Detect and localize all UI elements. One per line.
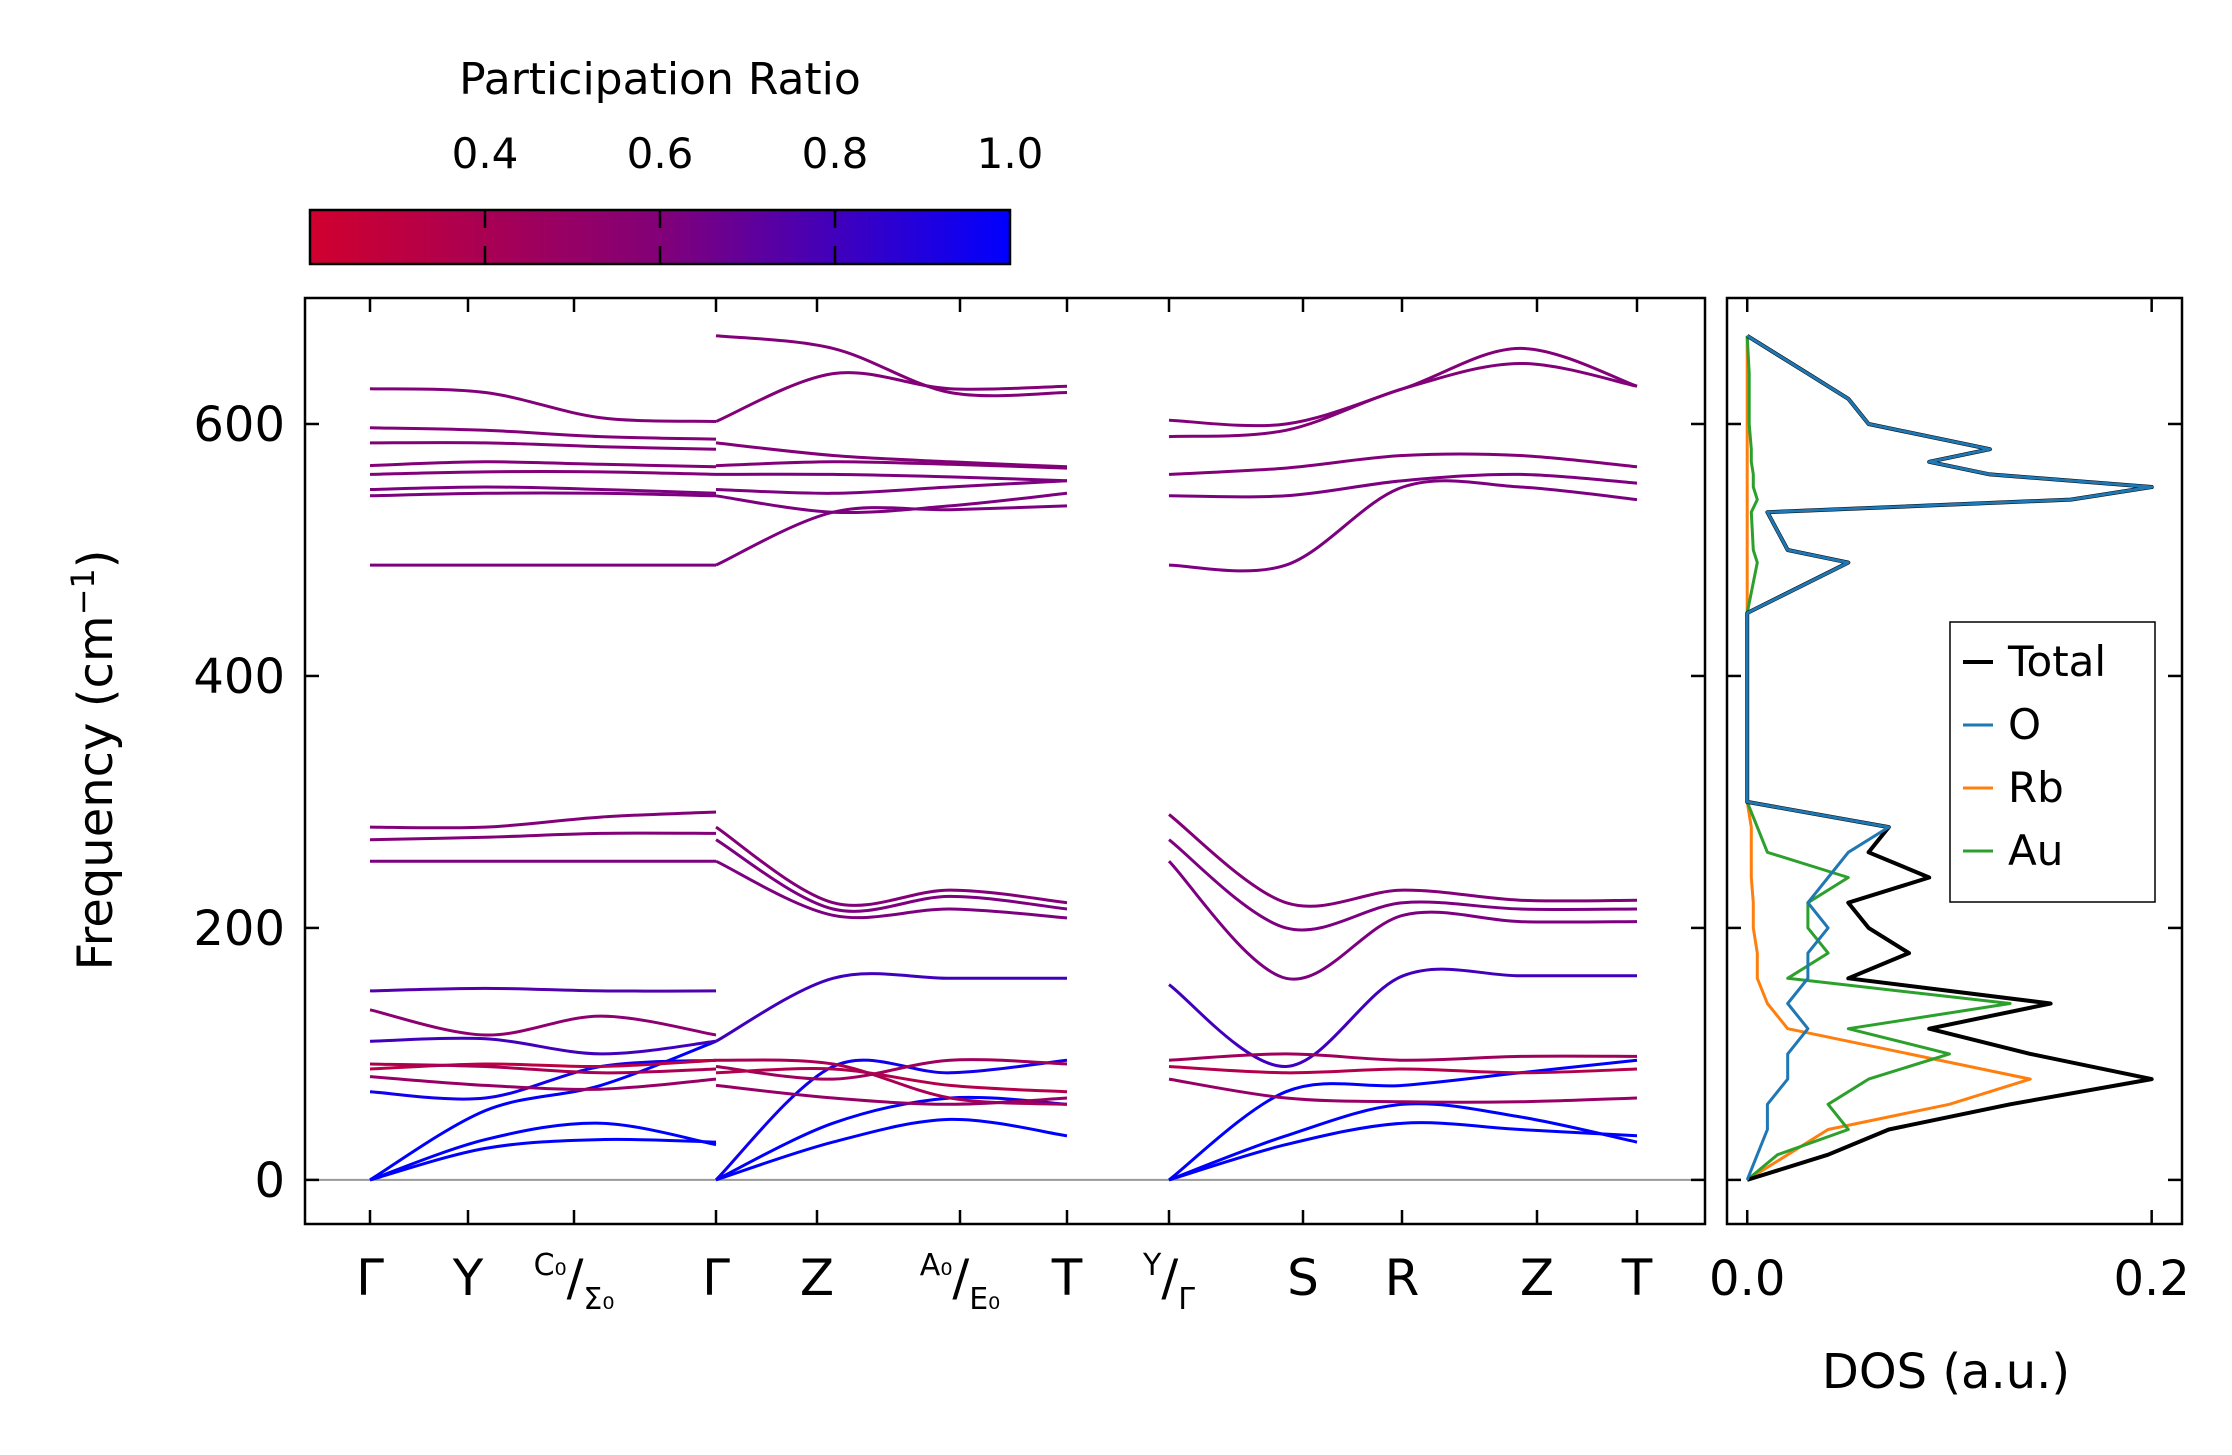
- phonon-band: [1168, 479, 1638, 573]
- phonon-band: [715, 859, 1068, 920]
- phonon-band: [369, 1036, 717, 1056]
- k-point-label: Γ: [356, 1249, 384, 1307]
- phonon-band: [715, 472, 1068, 483]
- phonon-bands: [369, 334, 1638, 1182]
- phonon-band: [369, 441, 717, 451]
- phonon-band: [715, 460, 1068, 470]
- band-structure-panel: 0 200 400 600 Γ Y C₀/Σ₀ Γ Z A₀/E₀ T Y/Γ S R Z T Freque…: [64, 296, 1707, 1317]
- band-plot-frame: [303, 296, 1707, 1226]
- phonon-band: [715, 1058, 1068, 1081]
- phonon-band: [1168, 472, 1638, 499]
- phonon-band: [1167, 860, 1638, 981]
- phonon-band: [369, 1137, 717, 1182]
- k-point-label: Y/Γ: [1142, 1248, 1195, 1317]
- phonon-band: [369, 1058, 717, 1101]
- phonon-band: [715, 371, 1068, 423]
- band-x-axis: Γ Y C₀/Σ₀ Γ Z A₀/E₀ T Y/Γ S R Z T: [356, 298, 1653, 1317]
- phonon-band: [1168, 1077, 1638, 1104]
- y-tick-label: 200: [193, 901, 285, 957]
- y-tick-label: 0: [254, 1153, 285, 1209]
- phonon-band: [369, 810, 717, 830]
- phonon-band: [715, 334, 1068, 398]
- phonon-band: [1168, 1065, 1638, 1075]
- phonon-band: [369, 491, 717, 498]
- phonon-band: [369, 986, 717, 993]
- legend-frame: [1949, 621, 2156, 903]
- band-y-axis-label: Frequency (cm−1): [64, 549, 124, 970]
- phonon-band: [715, 491, 1068, 515]
- dos-curve-o: [1745, 334, 2154, 1181]
- k-point-label: S: [1287, 1249, 1319, 1307]
- phonon-band: [369, 460, 717, 469]
- phonon-band: [715, 1095, 1068, 1182]
- colorbar-tick-label: 0.6: [627, 129, 694, 178]
- phonon-band: [715, 504, 1068, 567]
- k-point-label: Γ: [702, 1249, 730, 1307]
- colorbar-ticks: 0.4 0.6 0.8 1.0: [452, 129, 1044, 264]
- colorbar-tick-label: 0.8: [802, 129, 869, 178]
- colorbar-title: Participation Ratio: [459, 54, 861, 105]
- phonon-band: [715, 838, 1068, 913]
- phonon-band: [1168, 346, 1638, 428]
- phonon-band: [1168, 1052, 1638, 1062]
- ylabel-superscript: −1: [64, 568, 102, 615]
- phonon-band: [369, 1008, 717, 1037]
- k-point-label: Y: [452, 1249, 484, 1307]
- k-point-label: C₀/Σ₀: [534, 1248, 615, 1317]
- legend-label: Au: [2008, 826, 2063, 875]
- phonon-band: [1168, 452, 1638, 476]
- dos-x-tick-label: 0.2: [2113, 1251, 2189, 1307]
- phonon-band: [369, 1075, 717, 1091]
- phonon-band: [1168, 967, 1637, 1069]
- phonon-band: [1168, 1102, 1638, 1182]
- legend-label: Total: [2007, 637, 2106, 686]
- phonon-band: [369, 831, 717, 842]
- band-y-axis: 0 200 400 600: [193, 397, 1705, 1209]
- phonon-band: [369, 1121, 717, 1182]
- k-point-label: Z: [1520, 1249, 1554, 1307]
- colorbar-tick-label: 0.4: [452, 129, 519, 178]
- phonon-band: [715, 1083, 1068, 1106]
- phonon-band: [1168, 813, 1638, 908]
- phonon-band: [715, 1117, 1068, 1182]
- phonon-band: [715, 441, 1068, 469]
- dos-curves: [1745, 334, 2154, 1182]
- k-point-label: T: [1051, 1249, 1083, 1307]
- phonon-band: [1168, 1121, 1638, 1182]
- phonon-band: [369, 387, 717, 423]
- phonon-band: [369, 426, 717, 441]
- legend-label: O: [2008, 700, 2041, 749]
- phonon-band: [369, 1062, 717, 1075]
- y-tick-label: 400: [193, 649, 285, 705]
- dos-y-ticks: [1727, 422, 2182, 1182]
- dos-x-axis-label: DOS (a.u.): [1822, 1344, 2070, 1400]
- k-point-label: R: [1385, 1249, 1420, 1307]
- colorbar-tick-label: 1.0: [977, 129, 1044, 178]
- k-point-label: Z: [800, 1249, 834, 1307]
- phonon-band: [369, 485, 717, 495]
- phonon-band: [715, 1067, 1068, 1094]
- phonon-band: [714, 1058, 1068, 1181]
- phonon-band: [715, 479, 1068, 495]
- phonon-band: [715, 972, 1067, 1043]
- dos-legend: Total O Rb Au: [1949, 621, 2156, 903]
- phonon-band: [369, 470, 717, 476]
- dos-plot-frame: [1725, 296, 2184, 1226]
- colorbar: Participation Ratio 0.4 0.6 0.8 1.0: [308, 54, 1044, 266]
- phonon-band: [715, 825, 1068, 907]
- dos-x-tick-label: 0.0: [1709, 1251, 1785, 1307]
- y-tick-label: 600: [193, 397, 285, 453]
- phonon-band: [715, 1058, 1068, 1106]
- dos-panel: 0.0 0.2 DOS (a.u.) Total O Rb Au: [1709, 296, 2190, 1400]
- dos-x-axis: 0.0 0.2: [1709, 298, 2190, 1307]
- legend-label: Rb: [2008, 763, 2064, 812]
- k-point-label: T: [1621, 1249, 1653, 1307]
- k-point-label: A₀/E₀: [920, 1248, 1000, 1317]
- phonon-band: [1168, 1058, 1638, 1182]
- phonon-band: [1168, 838, 1638, 932]
